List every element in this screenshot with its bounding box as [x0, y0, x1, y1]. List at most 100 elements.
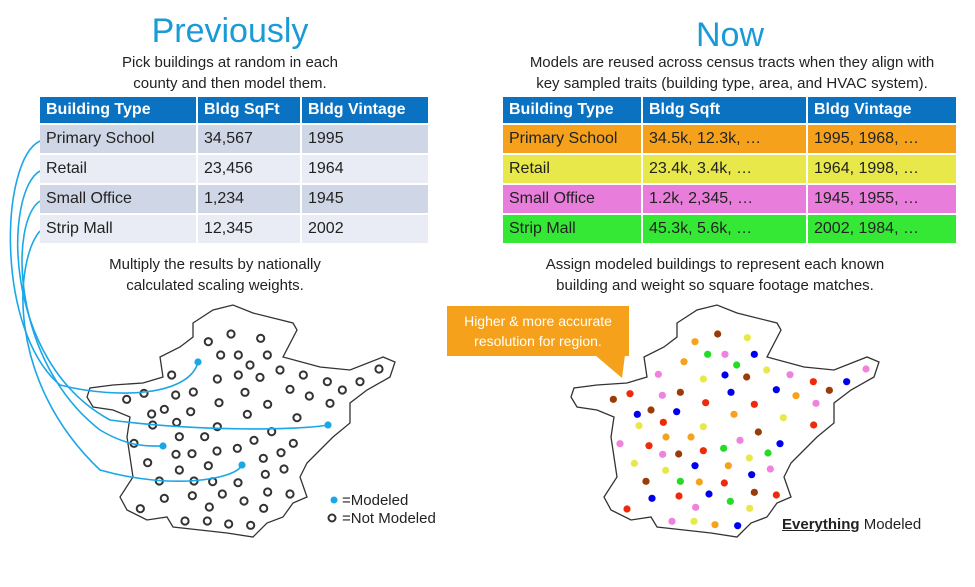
table-cell: 34.5k, 12.3k, … — [643, 125, 806, 153]
footer-bold: Everything — [782, 516, 860, 533]
modeled-building-dot — [658, 391, 666, 399]
modeled-building-dot — [734, 522, 742, 530]
not-modeled-building — [202, 516, 212, 526]
not-modeled-building — [256, 333, 266, 343]
not-modeled-building — [304, 391, 314, 401]
not-modeled-building — [217, 489, 227, 499]
modeled-building-dot — [699, 447, 707, 455]
not-modeled-building — [159, 404, 169, 414]
county-outline-now — [570, 304, 880, 538]
not-modeled-building — [204, 502, 214, 512]
not-modeled-building — [172, 417, 182, 427]
modeled-building-dot — [766, 465, 774, 473]
not-modeled-building — [171, 449, 181, 459]
table-cell: 1.2k, 2,345, … — [643, 185, 806, 213]
modeled-building-dot — [633, 410, 641, 418]
modeled-building — [194, 358, 202, 366]
col-header: Building Type — [40, 97, 196, 123]
modeled-building-dot — [721, 371, 729, 379]
table-cell: Strip Mall — [503, 215, 641, 243]
note-line: Multiply the results by nationally — [109, 256, 321, 273]
modeled-building-dot — [727, 388, 735, 396]
modeled-building-dot — [659, 418, 667, 426]
table-row: Retail 23,456 1964 — [40, 155, 428, 183]
table-cell: Strip Mall — [40, 215, 196, 243]
table-cell: 23,456 — [198, 155, 300, 183]
modeled-building-dot — [843, 378, 851, 386]
not-modeled-building — [171, 390, 181, 400]
callout-line: Higher & more accurate — [464, 313, 612, 329]
modeled-building-dot — [642, 477, 650, 485]
modeled-building-dot — [691, 338, 699, 346]
modeled-building-dot — [675, 450, 683, 458]
modeled-building-dot — [812, 399, 820, 407]
modeled-building-dot — [745, 454, 753, 462]
now-note: Assign modeled buildings to represent ea… — [505, 254, 925, 296]
modeled-building-dot — [724, 462, 732, 470]
table-cell: 2002, 1984, … — [808, 215, 956, 243]
table-row: Retail 23.4k, 3.4k, … 1964, 1998, … — [503, 155, 956, 183]
modeled-building-dot — [750, 350, 758, 358]
table-row: Strip Mall 12,345 2002 — [40, 215, 428, 243]
now-table: Building Type Bldg Sqft Bldg Vintage Prima… — [501, 95, 958, 245]
col-header: Bldg SqFt — [198, 97, 300, 123]
callout-line: resolution for region. — [474, 333, 602, 349]
not-modeled-building — [212, 422, 222, 432]
table-row: Primary School 34,567 1995 — [40, 125, 428, 153]
not-modeled-building — [216, 350, 226, 360]
not-modeled-building — [187, 449, 197, 459]
table-cell: 1945, 1955, … — [808, 185, 956, 213]
table-cell: Retail — [40, 155, 196, 183]
not-modeled-building — [276, 448, 286, 458]
not-modeled-building — [226, 329, 236, 339]
modeled-building-dot — [626, 390, 634, 398]
modeled-building-dot — [721, 350, 729, 358]
not-modeled-building — [263, 399, 273, 409]
not-modeled-building — [159, 493, 169, 503]
modeled-building-dot — [668, 517, 676, 525]
modeled-building-dot — [733, 361, 741, 369]
modeled-building-dot — [736, 436, 744, 444]
modeled-building-dot — [704, 350, 712, 358]
modeled-building-dot — [673, 408, 681, 416]
not-modeled-building — [203, 337, 213, 347]
link-curve — [9, 140, 199, 394]
modeled-building-dot — [714, 330, 722, 338]
modeled-building-dot — [772, 386, 780, 394]
not-modeled-building — [188, 387, 198, 397]
note-line: Assign modeled buildings to represent ea… — [545, 256, 885, 273]
modeled-building-dot — [695, 478, 703, 486]
not-modeled-building — [374, 364, 384, 374]
table-cell: Small Office — [503, 185, 641, 213]
modeled-building-dot — [687, 433, 695, 441]
modeled-building-dot — [750, 400, 758, 408]
table-row: Small Office 1.2k, 2,345, … 1945, 1955, … — [503, 185, 956, 213]
table-cell: 1964 — [302, 155, 428, 183]
footer-rest: Modeled — [859, 516, 922, 533]
not-modeled-building — [233, 350, 243, 360]
not-modeled-building — [143, 458, 153, 468]
modeled-building-dot — [772, 491, 780, 499]
modeled-building — [324, 421, 332, 429]
modeled-building-dot — [699, 423, 707, 431]
not-modeled-building — [147, 409, 157, 419]
table-cell: 34,567 — [198, 125, 300, 153]
modeled-building-dot — [743, 334, 751, 342]
not-modeled-building — [279, 464, 289, 474]
intro-line: Pick buildings at random in each — [122, 54, 338, 71]
previously-title: Previously — [151, 12, 309, 50]
table-cell: Small Office — [40, 185, 196, 213]
not-modeled-building — [325, 398, 335, 408]
modeled-building-dot — [748, 471, 756, 479]
not-modeled-building — [186, 407, 196, 417]
not-modeled-building — [259, 503, 269, 513]
modeled-building-dot — [699, 375, 707, 383]
modeled-building-dot — [792, 392, 800, 400]
not-modeled-building — [288, 438, 298, 448]
modeled-building-dot — [720, 444, 728, 452]
table-cell: 2002 — [302, 215, 428, 243]
not-modeled-building — [139, 388, 149, 398]
not-modeled-building — [249, 435, 259, 445]
previously-note: Multiply the results by nationally calcu… — [70, 254, 360, 296]
modeled-building-dot — [809, 378, 817, 386]
